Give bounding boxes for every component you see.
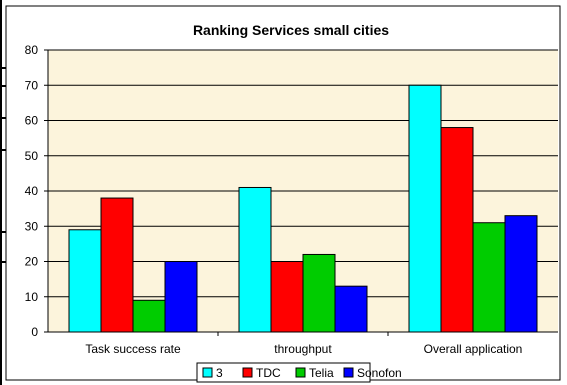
legend-swatch — [242, 367, 253, 378]
bar — [408, 84, 442, 333]
bar — [504, 215, 538, 333]
y-tick-label: 50 — [25, 149, 39, 163]
y-tick-label: 30 — [25, 219, 39, 233]
x-category-label: Task success rate — [85, 342, 181, 356]
y-tick-label: 20 — [25, 255, 39, 269]
bar — [270, 261, 304, 333]
legend-swatch — [202, 367, 213, 378]
chart-title: Ranking Services small cities — [193, 22, 389, 38]
y-axis-ticks: 0 10 20 30 40 50 60 70 80 — [25, 43, 48, 339]
legend-label: Telia — [309, 366, 334, 380]
bar — [440, 127, 474, 333]
bar — [302, 253, 336, 333]
x-axis-labels: Task success rate throughput Overall appli… — [85, 332, 522, 356]
bar — [100, 197, 134, 333]
bar-group — [68, 84, 538, 333]
legend-box — [196, 362, 371, 383]
legend-label: 3 — [216, 366, 223, 380]
y-tick-label: 0 — [31, 325, 38, 339]
y-tick-label: 60 — [25, 114, 39, 128]
bar — [68, 229, 102, 333]
y-tick-label: 10 — [25, 290, 39, 304]
legend: 3 TDC Telia Sonofon — [196, 362, 402, 383]
bar — [472, 222, 506, 333]
bar — [132, 299, 166, 333]
bar — [334, 285, 368, 333]
y-tick-label: 70 — [25, 78, 39, 92]
x-category-label: throughput — [274, 342, 332, 356]
y-tick-label: 80 — [25, 43, 39, 57]
legend-swatch — [295, 367, 306, 378]
legend-label: TDC — [256, 366, 281, 380]
legend-label: Sonofon — [357, 366, 402, 380]
bar — [238, 186, 272, 333]
legend-swatch — [343, 367, 354, 378]
y-tick-label: 40 — [25, 184, 39, 198]
bar — [164, 261, 198, 333]
left-edge-marks — [0, 0, 6, 385]
x-category-label: Overall application — [424, 342, 523, 356]
